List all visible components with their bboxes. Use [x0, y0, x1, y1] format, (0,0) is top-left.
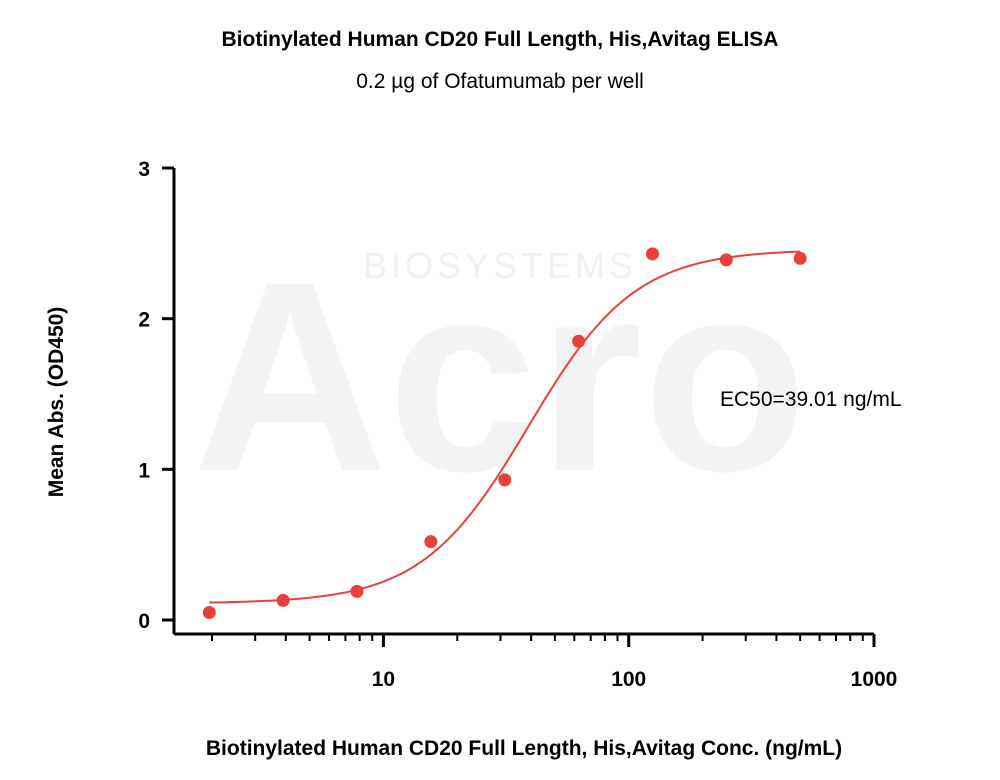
data-point	[424, 535, 438, 549]
data-point	[202, 605, 216, 619]
data-point	[645, 247, 659, 261]
x-tick-label: 10	[372, 668, 395, 691]
x-tick-label: 1000	[851, 668, 898, 691]
axis-labels: 0 1 2 3 10 100 1000 Biotinylated Human CD20 Ful…	[45, 158, 902, 760]
fit-curve	[209, 250, 801, 604]
y-axis-title: Mean Abs. (OD450)	[45, 307, 68, 498]
data-points	[202, 247, 807, 619]
y-tick-label: 1	[138, 459, 150, 482]
data-point	[276, 593, 290, 607]
axes	[162, 166, 876, 647]
ec50-annotation: EC50=39.01 ng/mL	[720, 388, 902, 411]
data-point	[719, 253, 733, 267]
data-point	[572, 334, 586, 348]
x-tick-label: 100	[611, 668, 646, 691]
chart-title: Biotinylated Human CD20 Full Length, His…	[221, 28, 779, 51]
y-tick-label: 2	[138, 309, 150, 332]
x-axis-title: Biotinylated Human CD20 Full Length, His…	[206, 737, 842, 760]
y-tick-label: 0	[138, 610, 150, 633]
watermark-subtext: BIOSYSTEMS	[363, 245, 637, 286]
chart-subtitle: 0.2 µg of Ofatumumab per well	[356, 70, 644, 93]
fit-curves	[209, 250, 801, 604]
y-tick-label: 3	[138, 158, 150, 181]
data-point	[498, 473, 512, 487]
data-point	[793, 251, 807, 265]
data-point	[350, 584, 364, 598]
